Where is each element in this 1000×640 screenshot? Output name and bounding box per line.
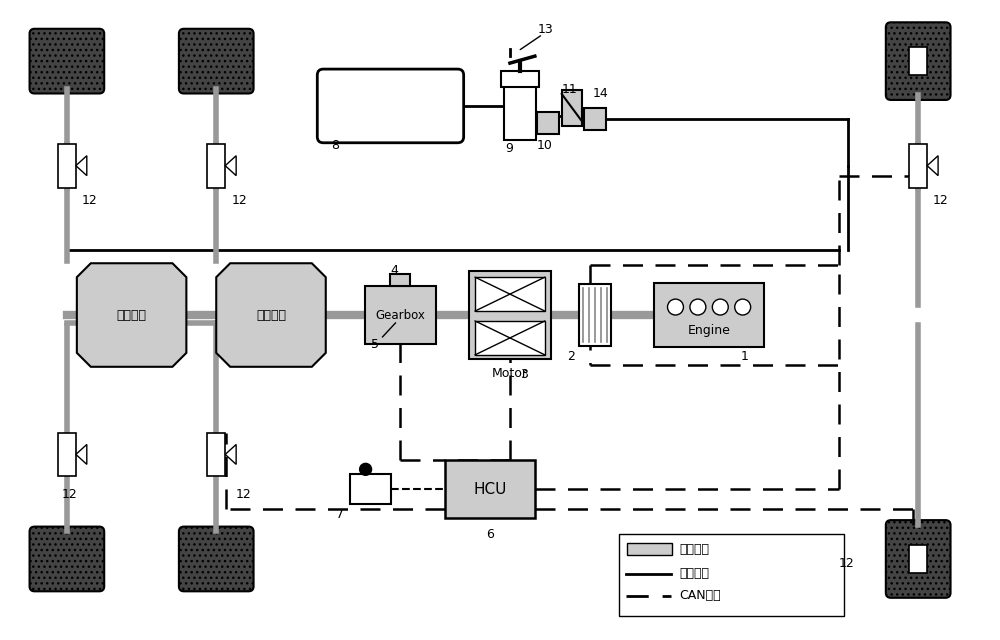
Circle shape (360, 463, 372, 476)
Circle shape (712, 299, 728, 315)
Text: 12: 12 (236, 488, 252, 500)
Bar (475, 321, 545, 355)
FancyBboxPatch shape (886, 520, 951, 598)
Bar (909, 144, 927, 188)
Bar (390, 274, 410, 286)
Text: CAN信号: CAN信号 (679, 589, 721, 602)
Bar (562, 90, 582, 126)
Text: 2: 2 (567, 350, 575, 364)
Bar (909, 545, 927, 573)
Bar (475, 277, 545, 311)
Text: 12: 12 (82, 194, 98, 207)
Polygon shape (225, 444, 236, 465)
Bar (909, 47, 927, 75)
Bar (619, 534, 844, 616)
Text: Motor: Motor (492, 367, 528, 380)
Bar (501, 71, 539, 87)
Text: 4: 4 (390, 264, 398, 276)
Text: 5: 5 (371, 339, 379, 351)
Bar (537, 112, 559, 134)
Text: 9: 9 (505, 142, 513, 156)
Text: 1: 1 (741, 350, 749, 364)
FancyBboxPatch shape (179, 29, 254, 93)
Text: Gearbox: Gearbox (375, 308, 425, 321)
Bar (207, 144, 225, 188)
Bar (350, 474, 391, 504)
Text: 12: 12 (839, 557, 854, 570)
Bar (579, 284, 611, 346)
Bar (654, 283, 764, 348)
Text: 7: 7 (336, 508, 344, 521)
Polygon shape (77, 263, 186, 367)
Text: Engine: Engine (688, 324, 731, 337)
Circle shape (668, 299, 683, 315)
Bar (365, 286, 436, 344)
FancyBboxPatch shape (30, 29, 104, 93)
Text: 12: 12 (62, 488, 78, 500)
Text: 机械连接: 机械连接 (679, 543, 709, 556)
Text: 12: 12 (231, 194, 247, 207)
Text: 气压管路: 气压管路 (679, 568, 709, 580)
Text: 12: 12 (933, 194, 949, 207)
FancyBboxPatch shape (179, 527, 254, 591)
Text: 主减速器: 主减速器 (117, 308, 147, 321)
FancyBboxPatch shape (886, 22, 951, 100)
Bar (58, 433, 76, 476)
Circle shape (735, 299, 751, 315)
Polygon shape (225, 156, 236, 175)
Polygon shape (927, 156, 938, 175)
Text: 11: 11 (562, 83, 577, 95)
Circle shape (690, 299, 706, 315)
Bar (445, 460, 535, 518)
Text: 主减速器: 主减速器 (256, 308, 286, 321)
Text: 10: 10 (537, 140, 553, 152)
Text: 8: 8 (331, 140, 339, 152)
Bar (627, 543, 672, 556)
Text: 13: 13 (538, 23, 554, 36)
Bar (58, 144, 76, 188)
Text: 14: 14 (593, 88, 608, 100)
FancyBboxPatch shape (317, 69, 464, 143)
Text: 3: 3 (520, 368, 528, 381)
Bar (504, 82, 536, 140)
Bar (584, 108, 606, 130)
Text: 6: 6 (486, 527, 494, 541)
Polygon shape (76, 444, 87, 465)
Text: HCU: HCU (473, 482, 507, 497)
FancyBboxPatch shape (30, 527, 104, 591)
Bar (469, 271, 551, 359)
Bar (207, 433, 225, 476)
Polygon shape (216, 263, 326, 367)
Polygon shape (76, 156, 87, 175)
